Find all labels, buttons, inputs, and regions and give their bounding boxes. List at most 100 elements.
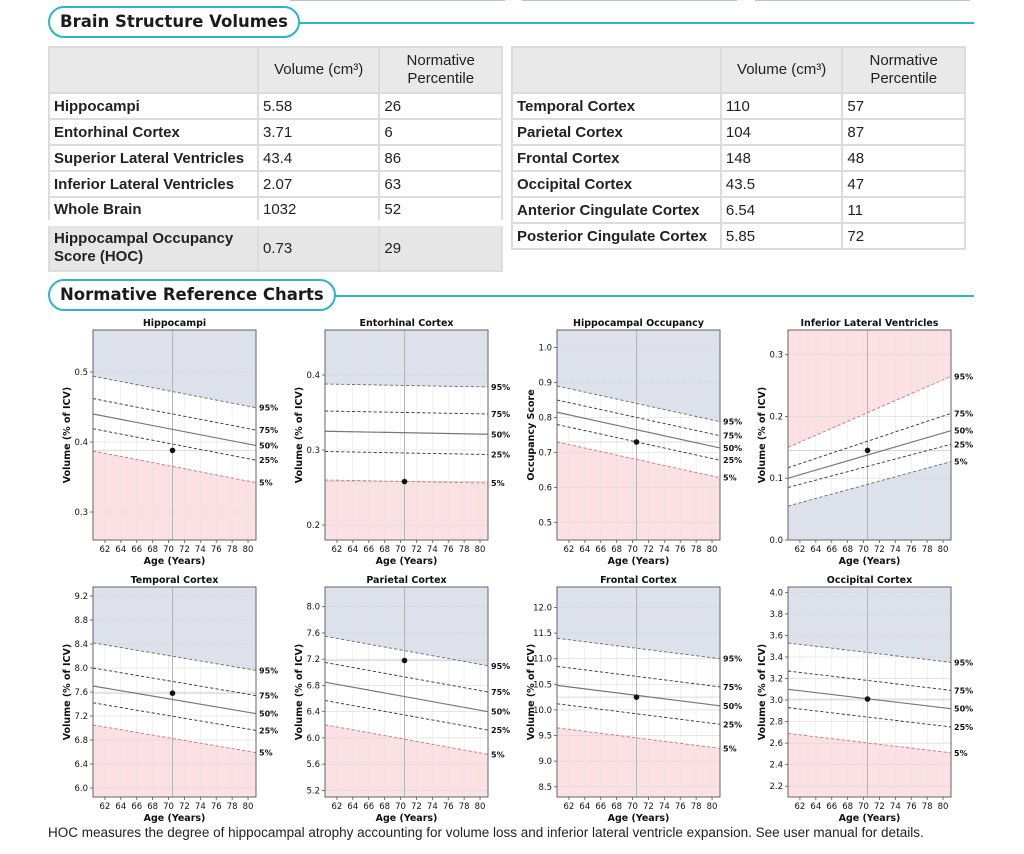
row-percentile: 72: [841, 222, 966, 250]
percentile-line-75: [325, 662, 488, 693]
y-tick-label: 0.7: [538, 449, 552, 459]
y-axis-label: Volume (% of ICV): [62, 387, 73, 483]
y-tick-label: 11.5: [533, 629, 552, 639]
percentile-line-75: [788, 412, 951, 469]
x-tick-label: 78: [691, 545, 702, 555]
percentile-line-95: [325, 383, 488, 388]
percentile-label: 75%: [723, 432, 742, 441]
percentile-label: 50%: [491, 708, 510, 717]
patient-point: [401, 657, 408, 664]
x-tick-label: 76: [675, 802, 686, 812]
row-name: Anterior Cingulate Cortex: [511, 196, 722, 224]
x-axis-label: Age (Years): [144, 556, 206, 567]
x-tick-label: 72: [411, 802, 422, 812]
x-tick-label: 80: [938, 545, 949, 555]
x-tick-label: 76: [443, 802, 454, 812]
charts-section-title: Normative Reference Charts: [48, 279, 336, 311]
lower-band: [93, 451, 256, 540]
chart-title: Temporal Cortex: [131, 575, 219, 586]
y-tick-label: 12.0: [533, 603, 552, 613]
x-tick-label: 70: [163, 545, 174, 555]
upper-band: [557, 587, 720, 659]
plot-area: [325, 330, 488, 540]
x-tick-label: 76: [906, 802, 917, 812]
x-tick-label: 62: [332, 802, 343, 812]
x-tick-label: 78: [922, 545, 933, 555]
percentile-line-25: [788, 707, 951, 728]
plot-frame: [324, 329, 489, 541]
y-axis-label: Volume (% of ICV): [294, 387, 305, 483]
percentile-label: 25%: [491, 726, 510, 735]
y-tick-label: 0.6: [538, 484, 552, 494]
y-axis-label: Occupancy Score: [526, 389, 537, 480]
y-axis-label: Volume (% of ICV): [294, 644, 305, 740]
percentile-label: 50%: [491, 430, 510, 439]
upper-band: [93, 330, 256, 408]
x-tick-label: 80: [707, 545, 718, 555]
x-tick-label: 62: [795, 545, 806, 555]
x-tick-label: 76: [443, 545, 454, 555]
percentile-line-5: [93, 724, 256, 754]
plot-frame: [556, 586, 721, 798]
table-row: Posterior Cingulate Cortex 5.85 72: [511, 222, 966, 250]
x-tick-label: 68: [379, 802, 390, 812]
table-row: Anterior Cingulate Cortex 6.54 11: [511, 196, 966, 224]
x-tick-label: 72: [643, 802, 654, 812]
percentile-line-25: [93, 428, 256, 461]
plot-frame: [324, 586, 489, 798]
percentile-label: 5%: [723, 744, 737, 753]
row-volume: 43.5: [719, 170, 844, 198]
percentile-label: 95%: [259, 404, 278, 413]
row-percentile: 57: [841, 92, 966, 120]
chart-title: Occipital Cortex: [827, 575, 912, 586]
y-tick-label: 6.8: [306, 681, 320, 691]
volumes-section-header: Brain Structure Volumes: [48, 6, 974, 38]
patient-point: [864, 696, 871, 702]
chart-inferior-lateral-ventricles: Inferior Lateral Ventricles 0.0 0.1 0.2 0.3 6…: [757, 318, 973, 567]
y-tick-label: 9.2: [74, 592, 88, 602]
y-axis-label: Volume (% of ICV): [757, 644, 768, 740]
percentile-line-75: [788, 670, 951, 691]
chart-title: Parietal Cortex: [366, 575, 446, 586]
y-tick-label: 5.6: [306, 760, 320, 770]
plot-area: [325, 587, 488, 797]
percentile-label: 75%: [954, 686, 973, 695]
x-tick-label: 72: [874, 802, 885, 812]
percentile-label: 5%: [954, 458, 968, 467]
x-tick-label: 80: [475, 545, 486, 555]
chart-temporal-cortex: Temporal Cortex 6.0 6.4 6.8 7.2 7.6 8.0 8.4 8.8 9…: [62, 575, 278, 824]
left-header-percentile: Normative Percentile: [378, 46, 503, 94]
x-tick-label: 66: [826, 802, 837, 812]
percentile-label: 50%: [259, 442, 278, 451]
volumes-section-title: Brain Structure Volumes: [48, 6, 300, 38]
y-tick-label: 6.0: [74, 784, 88, 794]
row-volume: 110: [719, 92, 844, 120]
plot-area: [557, 330, 720, 540]
y-tick-label: 3.8: [769, 610, 783, 620]
percentile-label: 25%: [723, 720, 742, 729]
chart-title: Frontal Cortex: [600, 575, 677, 586]
x-tick-label: 64: [810, 545, 821, 555]
table-row: Hippocampi 5.58 26: [48, 92, 503, 120]
y-tick-label: 8.0: [306, 603, 320, 613]
x-tick-label: 64: [579, 802, 590, 812]
row-name: Parietal Cortex: [511, 118, 722, 146]
lower-band: [93, 725, 256, 797]
percentile-line-95: [93, 642, 256, 671]
plot-frame: [92, 329, 257, 541]
table-row: Superior Lateral Ventricles 43.4 86: [48, 144, 503, 172]
x-tick-label: 74: [890, 802, 901, 812]
right-header-blank: [511, 46, 722, 94]
percentile-line-25: [788, 443, 951, 488]
y-tick-label: 9.0: [538, 757, 552, 767]
percentile-label: 75%: [259, 426, 278, 435]
chart-hippocampi: Hippocampi 0.3 0.4 0.5 62 64 66 68 70 72 74 76 78 80 A…: [62, 318, 278, 567]
x-tick-label: 66: [363, 802, 374, 812]
y-tick-label: 6.0: [306, 734, 320, 744]
y-tick-label: 4.0: [769, 588, 783, 598]
x-tick-label: 70: [858, 802, 869, 812]
upper-band: [557, 330, 720, 422]
chart-parietal-cortex: Parietal Cortex 5.2 5.6 6.0 6.4 6.8 7.2 7.6 8.0 6…: [294, 575, 510, 824]
table-row: Occipital Cortex 43.5 47: [511, 170, 966, 198]
x-tick-label: 70: [395, 545, 406, 555]
